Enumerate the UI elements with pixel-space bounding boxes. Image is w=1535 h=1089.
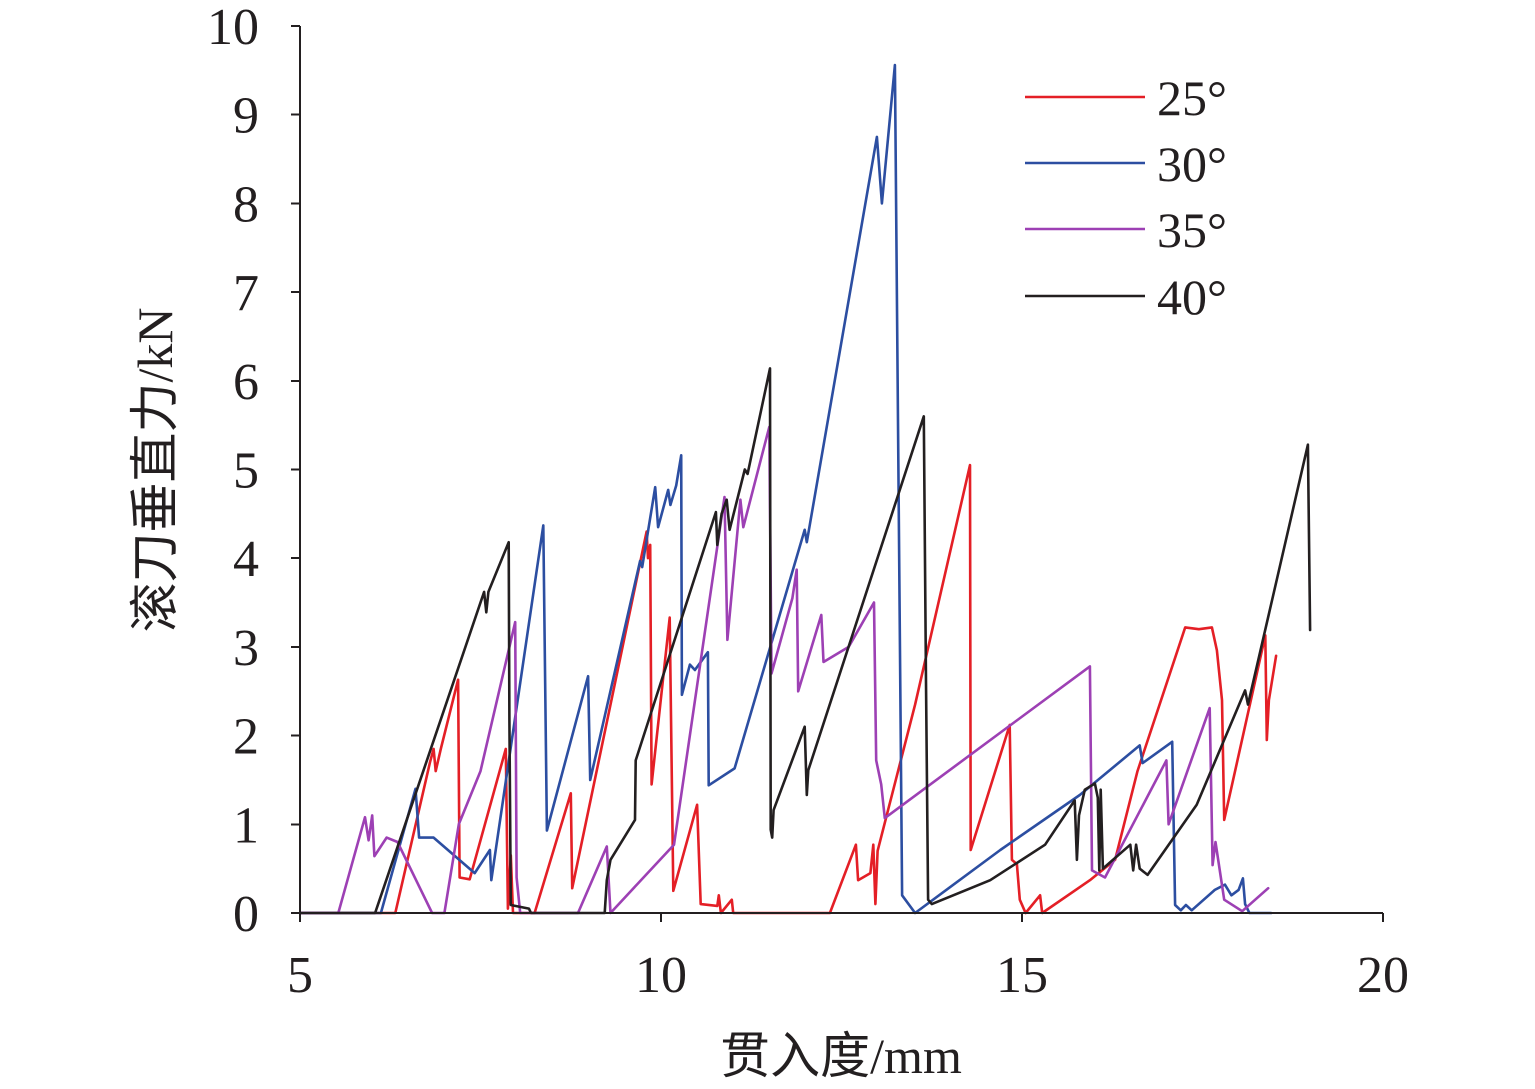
legend-entry-25deg: 25° <box>1025 70 1227 126</box>
y-tick-label: 8 <box>233 176 259 233</box>
y-tick-label: 0 <box>233 886 259 943</box>
legend-label: 30° <box>1157 136 1227 192</box>
y-tick-label: 2 <box>233 709 259 766</box>
y-tick-label: 1 <box>233 797 259 854</box>
y-tick-label: 10 <box>207 0 259 56</box>
y-tick-label: 6 <box>233 354 259 411</box>
series-layer <box>298 63 1312 915</box>
x-axis-label: 贯入度/mm <box>720 1028 962 1084</box>
legend-label: 25° <box>1157 70 1227 126</box>
x-tick-label: 10 <box>635 947 687 1004</box>
legend-entry-35deg: 35° <box>1025 202 1227 258</box>
y-tick-label: 7 <box>233 265 259 322</box>
y-tick-label: 4 <box>233 531 259 588</box>
legend-entry-30deg: 30° <box>1025 136 1227 192</box>
legend: 25° 30° 35° 40° <box>1025 70 1227 325</box>
y-tick-label: 5 <box>233 443 259 500</box>
x-tick-label: 15 <box>996 947 1048 1004</box>
axes: 0 1 2 3 4 5 6 7 8 9 10 5 10 15 20 <box>207 0 1409 1004</box>
series-line-35deg <box>298 425 1270 915</box>
y-tick-label: 3 <box>233 620 259 677</box>
x-tick-label: 20 <box>1357 947 1409 1004</box>
legend-label: 35° <box>1157 202 1227 258</box>
y-tick-label: 9 <box>233 88 259 145</box>
series-line-30deg <box>298 63 1273 915</box>
legend-label: 40° <box>1157 269 1227 325</box>
y-axis-label: 滚刀垂直力/kN <box>127 308 183 633</box>
series-line-40deg <box>298 367 1312 915</box>
x-tick-label: 5 <box>287 947 313 1004</box>
legend-entry-40deg: 40° <box>1025 269 1227 325</box>
